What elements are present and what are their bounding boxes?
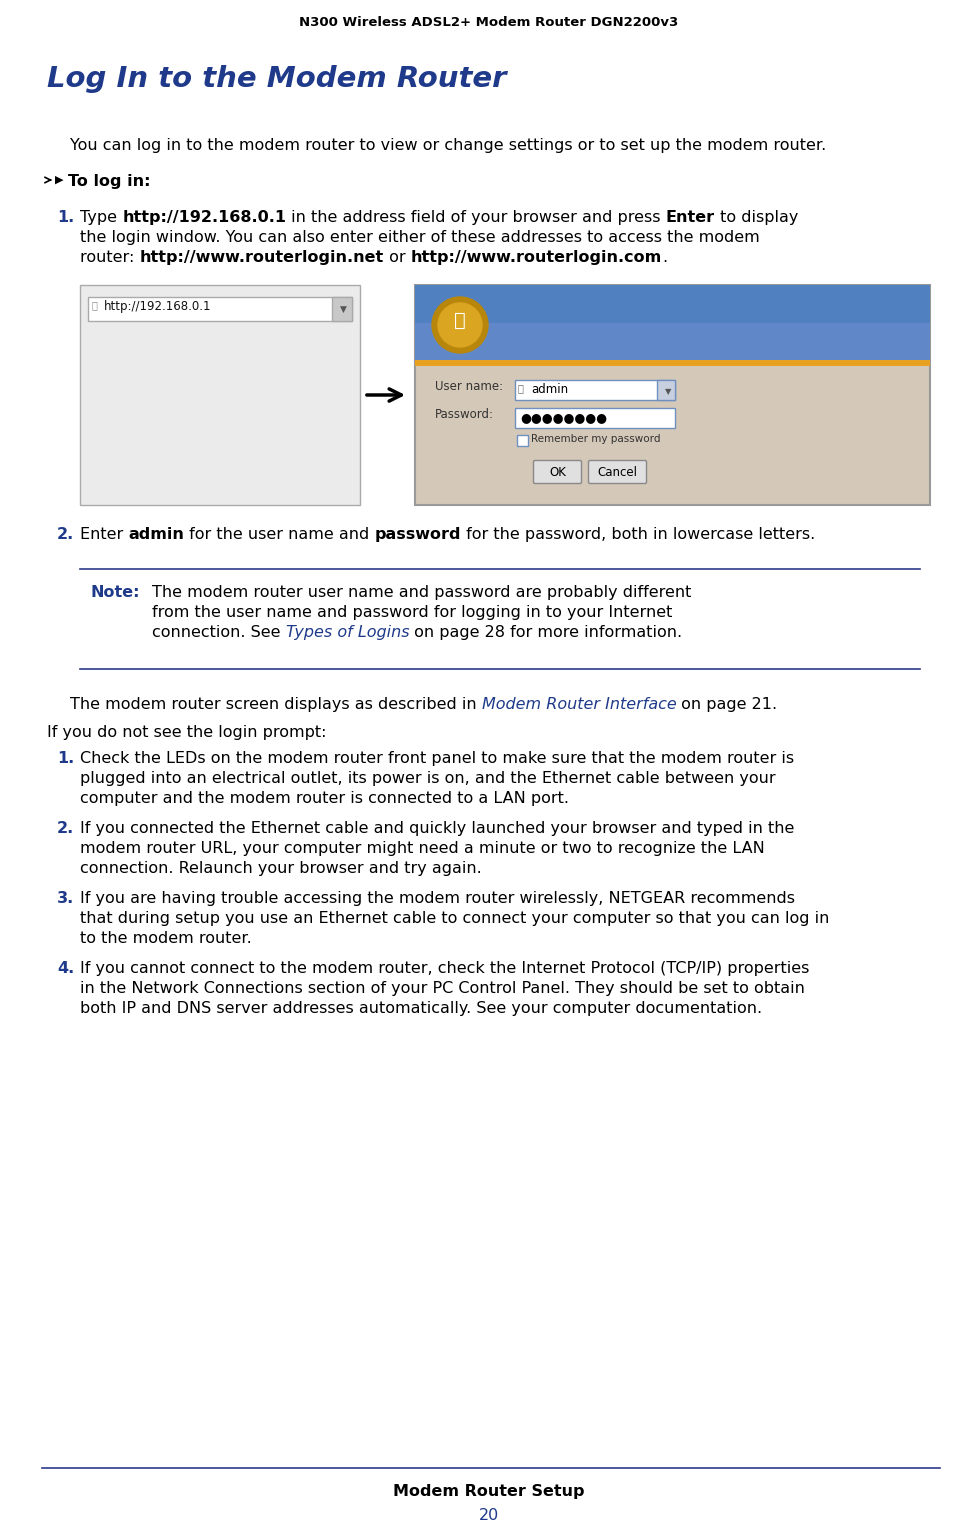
Text: User name:: User name: — [435, 380, 502, 393]
Text: Check the LEDs on the modem router front panel to make sure that the modem route: Check the LEDs on the modem router front… — [80, 752, 793, 765]
Text: admin: admin — [531, 384, 568, 396]
Text: To log in:: To log in: — [68, 173, 150, 189]
Text: or: or — [383, 250, 410, 265]
Text: connection. Relaunch your browser and try again.: connection. Relaunch your browser and tr… — [80, 861, 482, 876]
Text: password: password — [374, 528, 460, 542]
Text: that during setup you use an Ethernet cable to connect your computer so that you: that during setup you use an Ethernet ca… — [80, 911, 828, 927]
Bar — [88, 298, 352, 321]
Text: Cancel: Cancel — [597, 465, 637, 479]
Text: 4.: 4. — [57, 960, 74, 976]
Text: Log In to the Modem Router: Log In to the Modem Router — [47, 64, 506, 94]
Text: to the modem router.: to the modem router. — [80, 931, 251, 946]
Text: Modem Router Interface: Modem Router Interface — [482, 696, 676, 712]
Text: Type: Type — [80, 210, 122, 225]
Text: N300 Wireless ADSL2+ Modem Router DGN2200v3: N300 Wireless ADSL2+ Modem Router DGN220… — [299, 15, 678, 29]
FancyBboxPatch shape — [533, 460, 581, 483]
Text: 1.: 1. — [57, 752, 74, 765]
Text: connection. See: connection. See — [151, 624, 285, 640]
Text: 🔑: 🔑 — [453, 310, 465, 330]
Text: Password:: Password: — [435, 408, 493, 420]
Text: http://192.168.0.1: http://192.168.0.1 — [104, 301, 211, 313]
Text: 🌐: 🌐 — [92, 301, 98, 310]
Text: 2.: 2. — [57, 528, 74, 542]
Text: Note:: Note: — [90, 584, 140, 600]
Bar — [414, 360, 929, 367]
Text: ▶: ▶ — [55, 175, 64, 186]
Text: You can log in to the modem router to view or change settings or to set up the m: You can log in to the modem router to vi… — [70, 138, 826, 153]
Text: the login window. You can also enter either of these addresses to access the mod: the login window. You can also enter eit… — [80, 230, 759, 245]
Text: ●●●●●●●●: ●●●●●●●● — [520, 411, 607, 423]
Text: If you do not see the login prompt:: If you do not see the login prompt: — [47, 726, 326, 739]
Text: ▼: ▼ — [664, 387, 671, 396]
Text: http://192.168.0.1: http://192.168.0.1 — [122, 210, 286, 225]
Text: OK: OK — [548, 465, 566, 479]
Text: on page 21.: on page 21. — [676, 696, 777, 712]
Text: 2.: 2. — [57, 821, 74, 836]
Text: for the user name and: for the user name and — [184, 528, 374, 542]
Bar — [515, 380, 674, 400]
Circle shape — [432, 298, 488, 353]
Text: The modem router user name and password are probably different: The modem router user name and password … — [151, 584, 691, 600]
Text: from the user name and password for logging in to your Internet: from the user name and password for logg… — [151, 604, 672, 620]
Bar — [414, 285, 929, 505]
Text: both IP and DNS server addresses automatically. See your computer documentation.: both IP and DNS server addresses automat… — [80, 1002, 761, 1016]
Text: If you cannot connect to the modem router, check the Internet Protocol (TCP/IP) : If you cannot connect to the modem route… — [80, 960, 809, 976]
Text: The modem router screen displays as described in: The modem router screen displays as desc… — [70, 696, 482, 712]
Text: in the address field of your browser and press: in the address field of your browser and… — [286, 210, 665, 225]
Text: 1.: 1. — [57, 210, 74, 225]
Text: on page 28 for more information.: on page 28 for more information. — [408, 624, 682, 640]
Text: ▼: ▼ — [340, 305, 347, 314]
FancyBboxPatch shape — [588, 460, 646, 483]
Bar — [414, 324, 929, 360]
Text: modem router URL, your computer might need a minute or two to recognize the LAN: modem router URL, your computer might ne… — [80, 841, 764, 856]
Text: Enter: Enter — [80, 528, 128, 542]
Text: .: . — [661, 250, 666, 265]
Text: to display: to display — [714, 210, 797, 225]
Text: 20: 20 — [479, 1508, 498, 1523]
Text: 👤: 👤 — [518, 384, 524, 393]
Text: If you connected the Ethernet cable and quickly launched your browser and typed : If you connected the Ethernet cable and … — [80, 821, 793, 836]
Bar — [515, 408, 674, 428]
Text: Types of Logins: Types of Logins — [285, 624, 408, 640]
Bar — [517, 436, 528, 446]
Bar — [80, 285, 360, 505]
Text: admin: admin — [128, 528, 184, 542]
Text: http://www.routerlogin.net: http://www.routerlogin.net — [140, 250, 383, 265]
Text: plugged into an electrical outlet, its power is on, and the Ethernet cable betwe: plugged into an electrical outlet, its p… — [80, 772, 775, 785]
Text: http://www.routerlogin.com: http://www.routerlogin.com — [410, 250, 661, 265]
Bar — [414, 285, 929, 360]
Text: 3.: 3. — [57, 891, 74, 907]
Text: Enter: Enter — [665, 210, 714, 225]
Bar — [331, 298, 352, 321]
Text: Modem Router Setup: Modem Router Setup — [393, 1483, 584, 1499]
Text: Remember my password: Remember my password — [531, 434, 659, 443]
Text: If you are having trouble accessing the modem router wirelessly, NETGEAR recomme: If you are having trouble accessing the … — [80, 891, 794, 907]
Text: for the password, both in lowercase letters.: for the password, both in lowercase lett… — [460, 528, 815, 542]
Text: in the Network Connections section of your PC Control Panel. They should be set : in the Network Connections section of yo… — [80, 982, 804, 996]
Circle shape — [438, 304, 482, 347]
Bar — [657, 380, 674, 400]
Text: router:: router: — [80, 250, 140, 265]
Text: computer and the modem router is connected to a LAN port.: computer and the modem router is connect… — [80, 792, 569, 805]
